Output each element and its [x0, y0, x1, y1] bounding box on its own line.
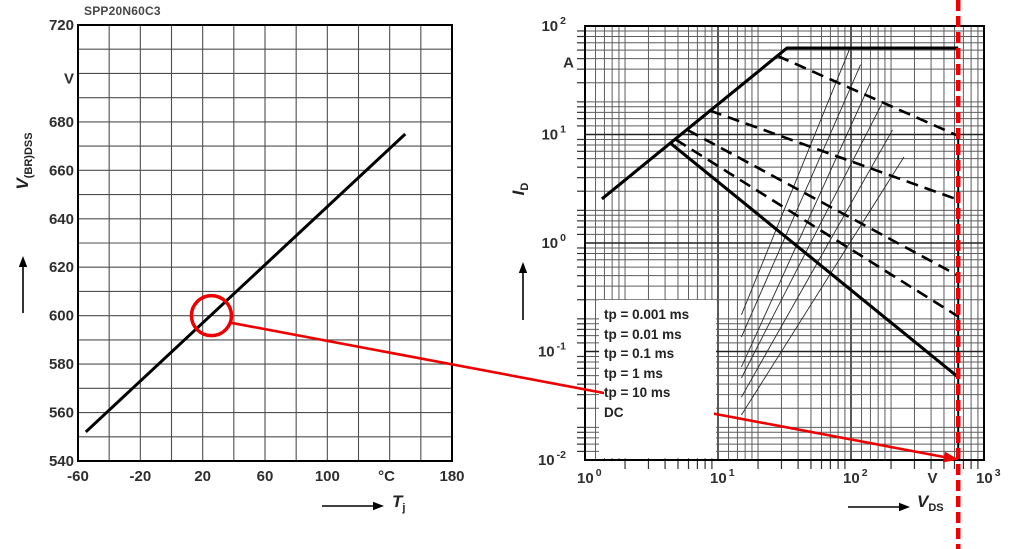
- right-y-axis-subscript: D: [519, 182, 531, 191]
- soa-curves: [600, 46, 960, 460]
- tick-label: 600: [49, 308, 74, 325]
- soa-curve-tp-0.1-ms: [709, 109, 959, 202]
- tick-label: 620: [49, 259, 74, 276]
- soa-chart-border: [584, 25, 985, 461]
- tick-label: 720: [49, 17, 74, 34]
- tick-label-pow10: 10 0: [541, 232, 566, 252]
- soa-curve-tp-10-ms: [674, 138, 959, 318]
- tick-label-pow10: 10 -1: [538, 341, 566, 361]
- tick-label: 180: [439, 468, 464, 485]
- part-number-title: SPP20N60C3: [84, 4, 161, 18]
- right-x-axis-subscript: DS: [928, 502, 944, 514]
- right-x-axis-arrow: [848, 502, 910, 512]
- aux-thin-line: [741, 64, 861, 338]
- soa-tick-labels: 10 2 A 10 1 10 0 10 -1 10 -2 10 0 10 1 10 2 V 10 3: [538, 15, 1001, 487]
- tick-label: -20: [129, 468, 151, 485]
- tick-label-pow10: 10 1: [710, 467, 735, 487]
- left-y-axis-arrow: [18, 256, 28, 313]
- right-x-axis-symbol: V: [917, 492, 929, 511]
- soa-axis-ticks: [577, 30, 979, 469]
- highlight-circle: [189, 293, 234, 338]
- tick-label-pow10: 10 1: [541, 124, 566, 144]
- tick-label: 580: [49, 356, 74, 373]
- tick-label: 540: [49, 453, 74, 470]
- soa-curve-tp-0.01-ms: [776, 54, 959, 138]
- left-x-axis-arrow: [322, 501, 384, 511]
- tick-label: 20: [194, 468, 211, 485]
- left-y-axis-title: V(BR)DSS: [13, 101, 35, 221]
- soa-curve-dc: [669, 142, 960, 379]
- right-x-axis-title: VDS: [917, 492, 944, 514]
- right-y-axis-arrow: [518, 262, 528, 320]
- tick-label-pow10: 10 2: [843, 467, 868, 487]
- tick-label: °C: [378, 468, 395, 485]
- aux-thin-line: [741, 104, 883, 379]
- legend-item: tp = 0.01 ms: [604, 326, 682, 342]
- tick-label: 640: [49, 211, 74, 228]
- red-annotations: [189, 0, 961, 549]
- vbr-vs-tj-line: [84, 132, 407, 434]
- soa-legend: tp = 0.001 ms tp = 0.01 ms tp = 0.1 ms tp =…: [604, 305, 714, 423]
- legend-item: tp = 0.1 ms: [604, 346, 675, 362]
- left-chart-series: [84, 132, 407, 434]
- tick-label-pow10: 10 -2: [538, 449, 566, 469]
- left-y-axis-subscript: (BR)DSS: [23, 132, 35, 179]
- tick-label: 660: [49, 162, 74, 179]
- tick-label-pow10: 10 2: [541, 15, 566, 35]
- tick-label-pow10: 10 0: [577, 467, 602, 487]
- left-x-axis-symbol: T: [392, 492, 403, 511]
- soa-curve-tp-0.001-ms: [600, 46, 959, 201]
- tick-label: 560: [49, 405, 74, 422]
- tick-label: V: [64, 70, 74, 87]
- left-chart-tick-labels: 720 V 680 660 640 620 600 580 560 540-60 -20 20 60 10…: [49, 17, 465, 485]
- aux-thin-line: [741, 156, 905, 416]
- tick-label: 100: [315, 468, 340, 485]
- left-x-axis-title: Tj: [392, 492, 405, 514]
- left-chart-grid: [77, 24, 453, 462]
- connector-arrow-line: [230, 321, 945, 459]
- soa-curve-tp-1-ms: [686, 128, 959, 277]
- left-y-axis-symbol: V: [13, 178, 32, 190]
- tick-label: 60: [257, 468, 274, 485]
- left-x-axis-subscript: j: [402, 502, 406, 514]
- tick-label: 680: [49, 114, 74, 131]
- right-y-axis-title: ID: [509, 139, 531, 239]
- legend-item: tp = 0.001 ms: [604, 307, 690, 322]
- tick-label: -60: [67, 468, 89, 485]
- legend-item: tp = 10 ms: [604, 385, 671, 401]
- legend-item: DC: [604, 404, 624, 420]
- tick-label-pow10: 10 3: [976, 467, 1001, 487]
- tick-label: V: [927, 470, 937, 487]
- legend-item: tp = 1 ms: [604, 365, 663, 381]
- aux-thin-line: [741, 48, 851, 315]
- connector-arrowhead: [942, 451, 959, 463]
- right-y-axis-symbol: I: [509, 190, 528, 196]
- tick-label: A: [563, 55, 574, 72]
- left-chart-border: [77, 24, 453, 462]
- aux-thin-line: [741, 82, 871, 368]
